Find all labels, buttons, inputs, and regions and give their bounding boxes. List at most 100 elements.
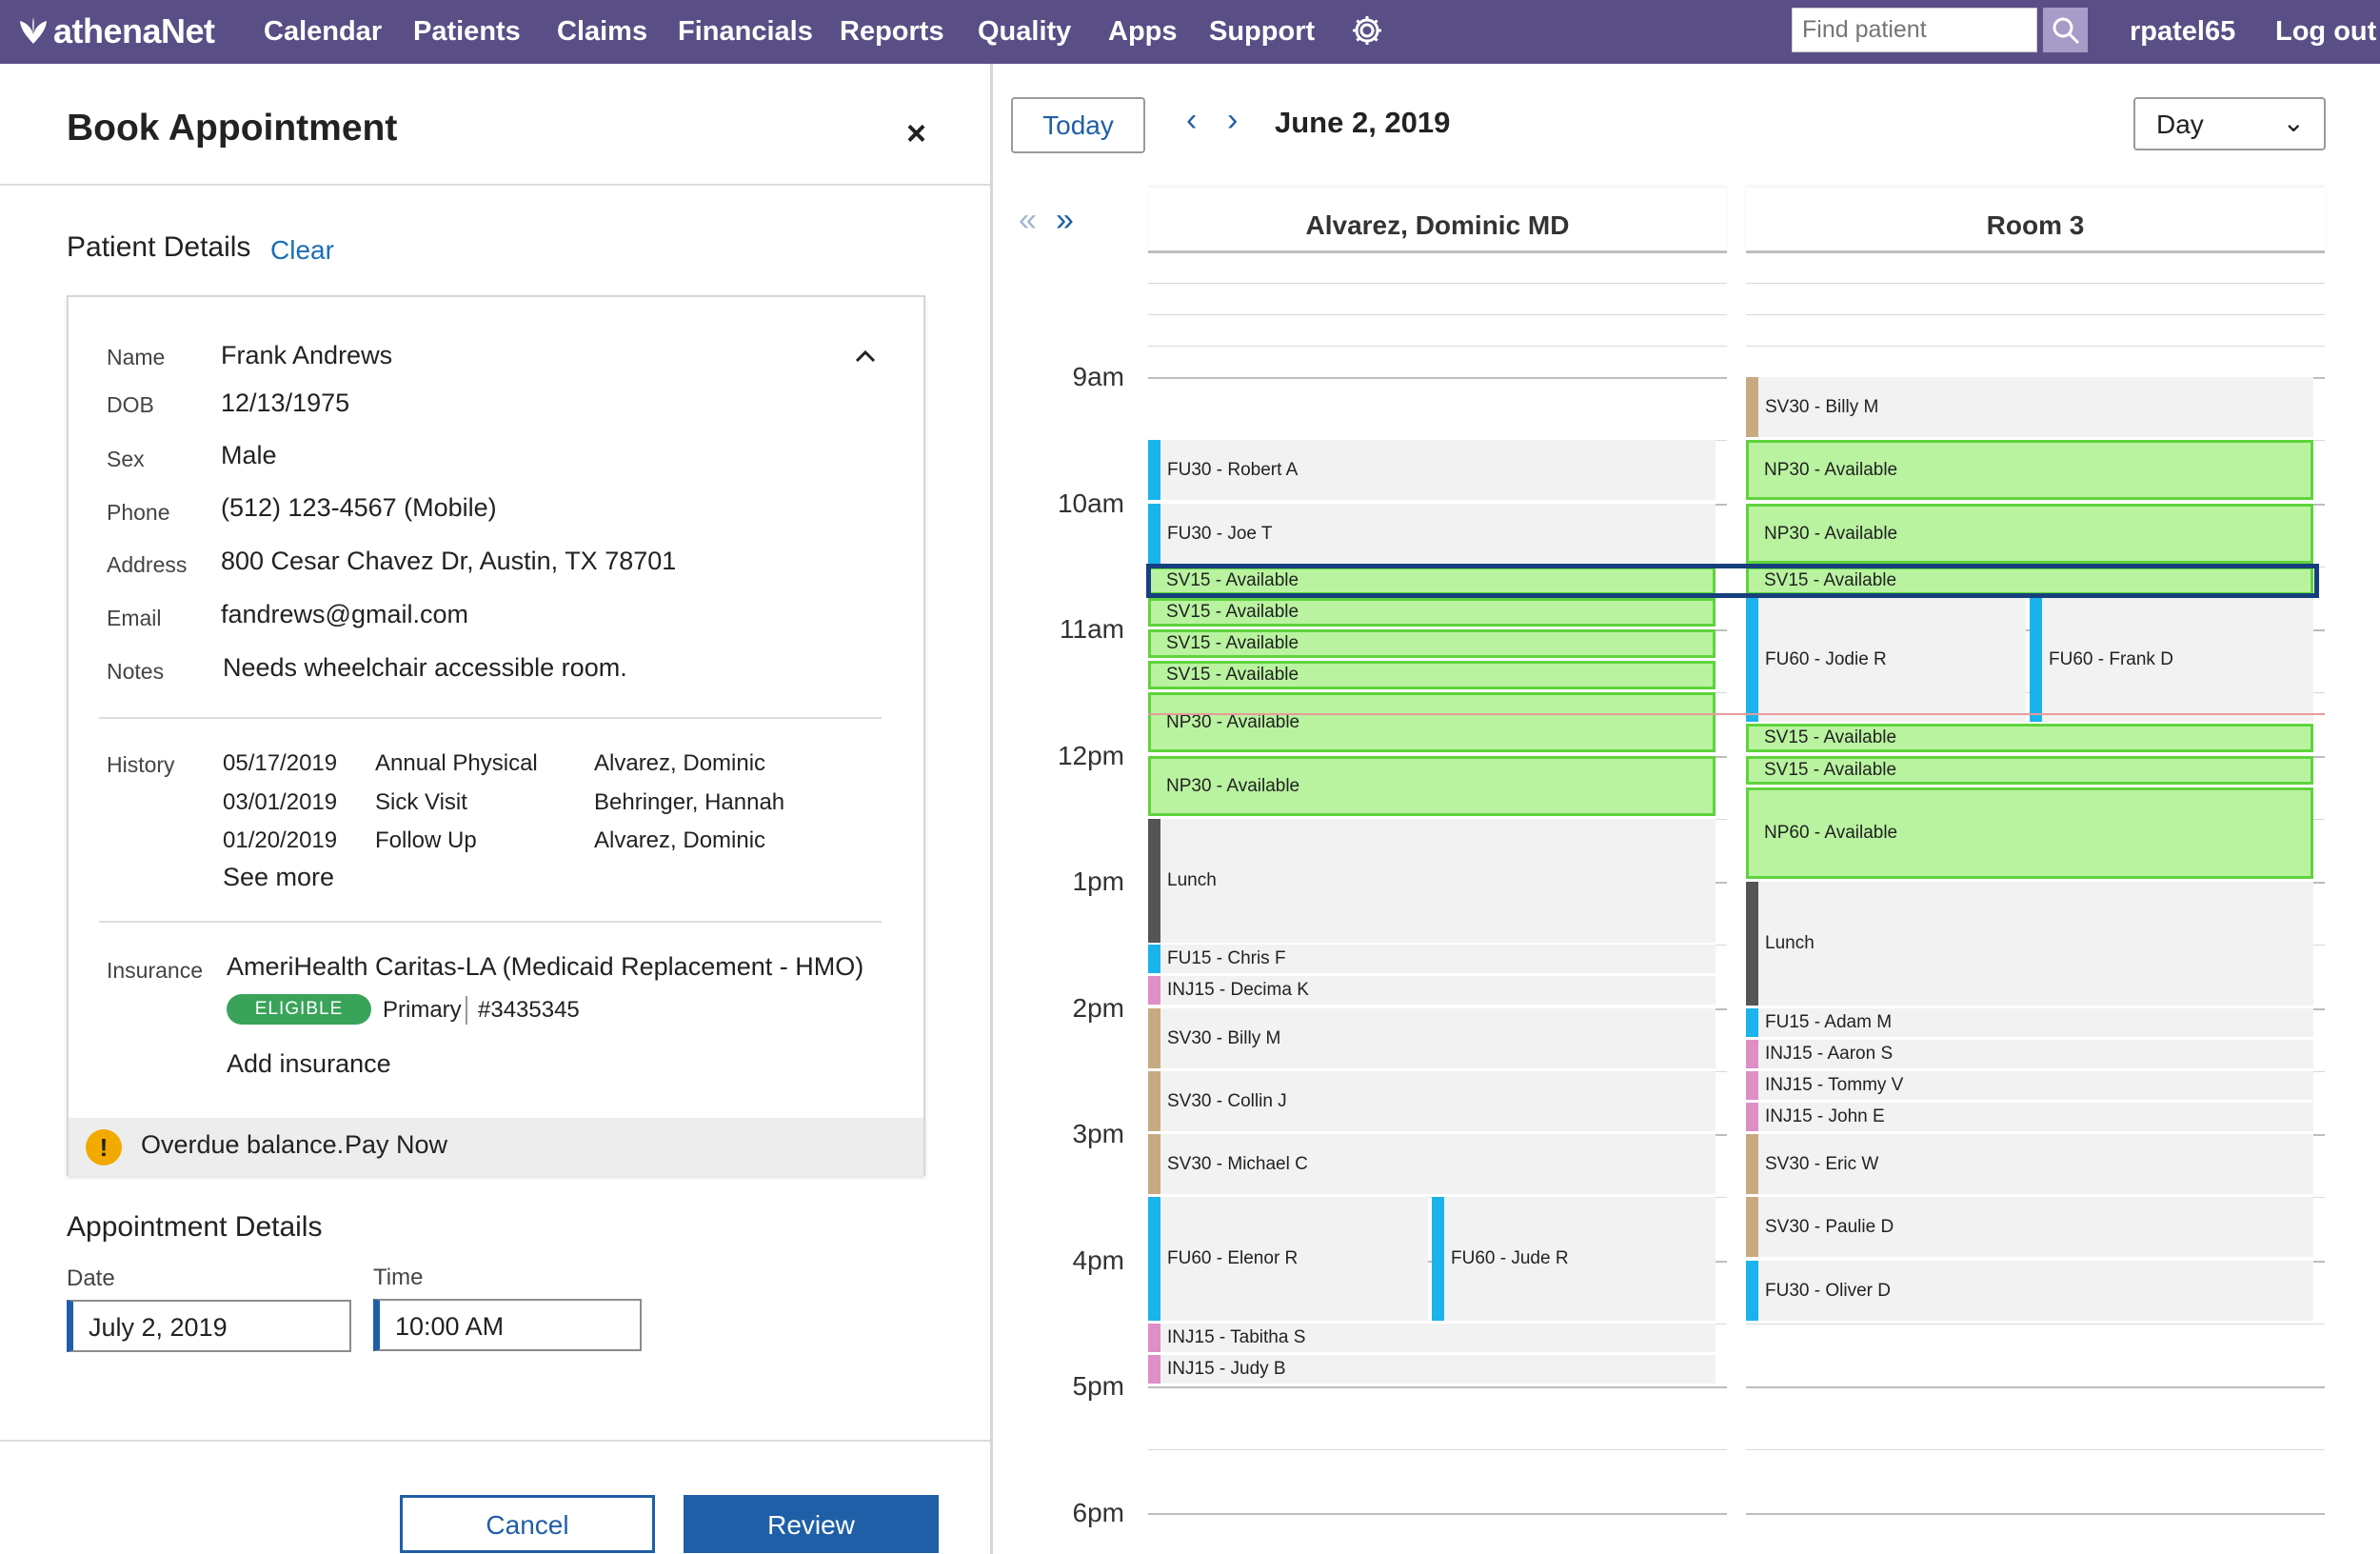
gear-icon[interactable] bbox=[1350, 13, 1384, 48]
find-patient-input[interactable] bbox=[1792, 8, 2037, 52]
time-label: Time bbox=[373, 1265, 424, 1290]
collapse-left-icon[interactable]: « bbox=[1019, 202, 1037, 238]
history-date: 05/17/2019 bbox=[223, 750, 338, 776]
next-day-icon[interactable]: › bbox=[1227, 102, 1239, 138]
lunch-block[interactable]: Lunch bbox=[1746, 882, 2313, 1006]
appointment-block[interactable]: INJ15 - Tommy V bbox=[1746, 1071, 2313, 1100]
prev-day-icon[interactable]: ‹ bbox=[1186, 102, 1198, 138]
appointment-block[interactable]: INJ15 - Tabitha S bbox=[1148, 1324, 1716, 1352]
appointment-block[interactable]: INJ15 - Aaron S bbox=[1746, 1040, 2313, 1068]
appointment-block[interactable]: SV30 - Eric W bbox=[1746, 1134, 2313, 1194]
appointment-label: FU60 - Jude R bbox=[1451, 1248, 1569, 1268]
pay-now-link[interactable]: Pay Now bbox=[345, 1130, 448, 1159]
appointment-block[interactable]: FU60 - Jodie R bbox=[1746, 598, 2026, 722]
appointment-type-bar bbox=[1148, 1197, 1160, 1321]
appointment-type-bar bbox=[1746, 1261, 1758, 1321]
nav-patients[interactable]: Patients bbox=[413, 16, 521, 47]
appointment-label: FU30 - Joe T bbox=[1167, 523, 1273, 544]
appointment-block[interactable]: FU30 - Joe T bbox=[1148, 504, 1716, 564]
appointment-block[interactable]: INJ15 - Judy B bbox=[1148, 1355, 1716, 1384]
appointment-block[interactable]: SV30 - Collin J bbox=[1148, 1071, 1716, 1131]
time-field[interactable]: 10:00 AM bbox=[373, 1299, 642, 1351]
history-type: Follow Up bbox=[375, 827, 477, 853]
appointment-block[interactable]: FU30 - Oliver D bbox=[1746, 1261, 2313, 1321]
history-type: Annual Physical bbox=[375, 750, 538, 776]
grid-line bbox=[1148, 1386, 1727, 1388]
appointment-label: FU30 - Oliver D bbox=[1765, 1280, 1891, 1301]
appointment-block[interactable]: SV30 - Michael C bbox=[1148, 1134, 1716, 1194]
athenanet-logo[interactable]: athenaNet bbox=[17, 8, 215, 55]
appointment-label: SV15 - Available bbox=[1764, 727, 1897, 747]
available-slot[interactable]: SV15 - Available bbox=[1746, 756, 2313, 785]
nav-support[interactable]: Support bbox=[1209, 16, 1316, 47]
expand-right-icon[interactable]: » bbox=[1056, 202, 1074, 238]
available-slot[interactable]: NP60 - Available bbox=[1746, 787, 2313, 879]
available-slot[interactable]: NP30 - Available bbox=[1148, 692, 1716, 752]
patient-dob: 12/13/1975 bbox=[221, 388, 350, 417]
appointment-block[interactable]: FU60 - Frank D bbox=[2030, 598, 2313, 722]
appointment-block[interactable]: FU15 - Adam M bbox=[1746, 1008, 2313, 1037]
appointment-type-bar bbox=[1746, 1008, 1758, 1037]
nav-calendar[interactable]: Calendar bbox=[264, 16, 383, 47]
top-nav-bar: athenaNet Calendar Patients Claims Finan… bbox=[0, 0, 2380, 64]
history-type: Sick Visit bbox=[375, 789, 467, 815]
chevron-up-icon[interactable] bbox=[855, 349, 876, 363]
panel-title: Book Appointment bbox=[67, 108, 398, 149]
overdue-text: Overdue balance. bbox=[141, 1130, 345, 1159]
logout-link[interactable]: Log out bbox=[2275, 16, 2377, 47]
appointment-label: SV30 - Michael C bbox=[1167, 1153, 1308, 1174]
date-label: Date bbox=[67, 1265, 115, 1291]
review-button[interactable]: Review bbox=[684, 1495, 939, 1553]
appointment-type-bar bbox=[1432, 1197, 1444, 1321]
view-select[interactable]: Day ⌄ bbox=[2133, 97, 2326, 150]
patient-name: Frank Andrews bbox=[221, 341, 393, 369]
available-slot[interactable]: SV15 - Available bbox=[1148, 629, 1716, 658]
panel-footer: Cancel Review bbox=[0, 1440, 990, 1554]
add-insurance-link[interactable]: Add insurance bbox=[227, 1049, 391, 1078]
nav-reports[interactable]: Reports bbox=[840, 16, 944, 47]
available-slot[interactable]: SV15 - Available bbox=[1148, 598, 1716, 627]
appointment-block[interactable]: SV30 - Billy M bbox=[1148, 1008, 1716, 1068]
dob-label: DOB bbox=[107, 392, 154, 417]
appointment-label: SV15 - Available bbox=[1764, 570, 1897, 590]
appointment-block[interactable]: INJ15 - John E bbox=[1746, 1103, 2313, 1131]
appointment-block[interactable]: FU30 - Robert A bbox=[1148, 440, 1716, 500]
appointment-label: INJ15 - Judy B bbox=[1167, 1359, 1286, 1379]
search-button[interactable] bbox=[2043, 8, 2088, 52]
nav-claims[interactable]: Claims bbox=[557, 16, 648, 47]
selected-slot-highlight[interactable] bbox=[1146, 564, 2319, 598]
appointment-label: INJ15 - John E bbox=[1765, 1106, 1885, 1126]
see-more-link[interactable]: See more bbox=[223, 863, 335, 891]
today-button[interactable]: Today bbox=[1011, 97, 1145, 153]
clear-link[interactable]: Clear bbox=[270, 235, 334, 265]
nav-quality[interactable]: Quality bbox=[978, 16, 1072, 47]
cancel-button[interactable]: Cancel bbox=[400, 1495, 655, 1553]
appointment-block[interactable]: INJ15 - Decima K bbox=[1148, 976, 1716, 1005]
nav-financials[interactable]: Financials bbox=[678, 16, 813, 47]
appointment-label: SV15 - Available bbox=[1166, 665, 1299, 685]
current-time-line bbox=[1148, 713, 2325, 715]
appointment-block[interactable]: SV30 - Paulie D bbox=[1746, 1197, 2313, 1257]
appointment-block[interactable]: FU15 - Chris F bbox=[1148, 945, 1716, 973]
appointment-details-heading: Appointment Details bbox=[67, 1211, 323, 1243]
available-slot[interactable]: NP30 - Available bbox=[1746, 504, 2313, 564]
name-label: Name bbox=[107, 345, 166, 369]
divider bbox=[99, 921, 882, 923]
history-provider: Alvarez, Dominic bbox=[594, 827, 766, 853]
appointment-block[interactable]: FU60 - Elenor R bbox=[1148, 1197, 1428, 1321]
nav-apps[interactable]: Apps bbox=[1108, 16, 1178, 47]
appointment-block[interactable]: SV30 - Billy M bbox=[1746, 377, 2313, 437]
appointment-type-bar bbox=[1746, 1040, 1758, 1068]
appointment-block[interactable]: FU60 - Jude R bbox=[1432, 1197, 1716, 1321]
lunch-block[interactable]: Lunch bbox=[1148, 819, 1716, 943]
available-slot[interactable]: SV15 - Available bbox=[1148, 661, 1716, 689]
available-slot[interactable]: SV15 - Available bbox=[1148, 567, 1716, 595]
available-slot[interactable]: SV15 - Available bbox=[1746, 724, 2313, 752]
date-field[interactable]: July 2, 2019 bbox=[67, 1300, 351, 1352]
close-icon[interactable]: × bbox=[906, 113, 927, 152]
available-slot[interactable]: NP30 - Available bbox=[1746, 440, 2313, 500]
available-slot[interactable]: NP30 - Available bbox=[1148, 756, 1716, 816]
user-menu[interactable]: rpatel65 bbox=[2130, 16, 2236, 47]
calendar-date: June 2, 2019 bbox=[1275, 106, 1451, 139]
appointment-label: FU60 - Frank D bbox=[2049, 649, 2173, 669]
